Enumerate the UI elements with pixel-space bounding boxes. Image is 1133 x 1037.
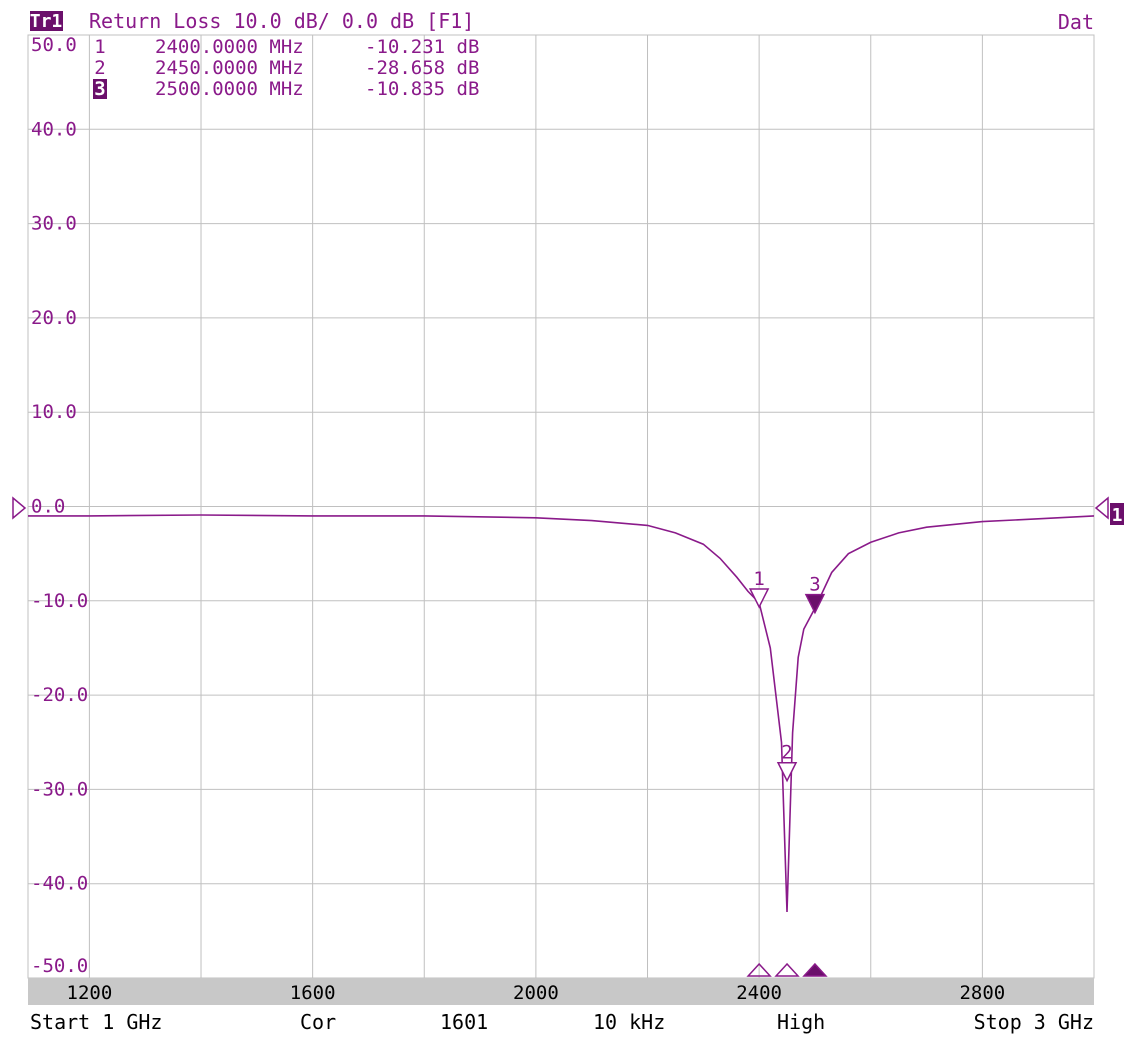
y-tick-label: -40.0	[31, 873, 88, 895]
marker-row-id: 1	[94, 36, 105, 58]
start-frequency[interactable]: Start 1 GHz	[30, 1010, 162, 1034]
x-axis-band	[28, 978, 1094, 1005]
marker-table: 1 2400.0000 MHz -10.231 dB 2 2450.0000 MHz -2…	[93, 36, 479, 100]
y-tick-label: 20.0	[31, 307, 77, 329]
correction-status[interactable]: Cor	[300, 1010, 336, 1034]
ref-left-arrow-icon	[12, 496, 27, 520]
y-axis-ticks: 50.0 40.0 30.0 20.0 10.0 0.0 -10.0 -20.0 -30.0 -4…	[31, 34, 88, 977]
ref-right-arrow-icon	[1094, 496, 1109, 520]
x-tick-label: 2800	[959, 982, 1005, 1004]
x-tick-label: 1200	[67, 982, 113, 1004]
ref-badge: 1	[1112, 505, 1123, 526]
marker-row-value: -28.658 dB	[365, 57, 479, 79]
y-tick-label: 40.0	[31, 118, 77, 140]
y-tick-label: 10.0	[31, 401, 77, 423]
x-tick-label: 2000	[513, 982, 559, 1004]
y-tick-label: -10.0	[31, 590, 88, 612]
trace-label[interactable]: Return Loss 10.0 dB/ 0.0 dB [F1]	[89, 9, 474, 33]
marker-3-triangle-icon[interactable]	[804, 593, 826, 615]
stop-frequency[interactable]: Stop 3 GHz	[974, 1010, 1094, 1034]
y-tick-label: 30.0	[31, 213, 77, 235]
marker-2-triangle-icon[interactable]	[776, 761, 798, 783]
marker-1-triangle-icon[interactable]	[748, 588, 770, 609]
data-indicator: Dat	[1058, 10, 1094, 34]
x-axis-ticks: 1200 1600 2000 2400 2800	[67, 982, 1006, 1004]
marker-row-frequency: 2400.0000 MHz	[155, 36, 304, 58]
ref-badge-bg	[1110, 503, 1124, 525]
if-bandwidth[interactable]: 10 kHz	[593, 1010, 665, 1034]
marker-2-label[interactable]: 2	[781, 742, 792, 764]
y-tick-label: 50.0	[31, 34, 77, 56]
marker-3-position-icon	[802, 962, 828, 977]
points-count[interactable]: 1601	[440, 1010, 488, 1034]
trace-badge[interactable]: Tr1	[30, 11, 63, 32]
marker-row-frequency: 2450.0000 MHz	[155, 57, 304, 79]
marker-2-position-icon	[774, 962, 800, 977]
y-tick-label: 0.0	[31, 496, 65, 518]
trace-line[interactable]	[28, 514, 1095, 913]
x-tick-label: 2400	[736, 982, 782, 1004]
marker-1-label[interactable]: 1	[753, 568, 764, 590]
y-tick-label: -50.0	[31, 955, 88, 977]
trace-badge-bg[interactable]	[30, 11, 63, 31]
marker-row-frequency: 2500.0000 MHz	[155, 78, 304, 100]
x-tick-label: 1600	[290, 982, 336, 1004]
power-level[interactable]: High	[777, 1010, 825, 1034]
marker-1-position-icon	[746, 962, 772, 977]
marker-row-value: -10.835 dB	[365, 78, 479, 100]
marker-3-label[interactable]: 3	[809, 574, 820, 596]
marker-row-id: 2	[94, 57, 105, 79]
grid	[28, 34, 1094, 979]
marker-row-id: 3	[94, 78, 105, 100]
y-tick-label: -20.0	[31, 684, 88, 706]
y-tick-label: -30.0	[31, 778, 88, 800]
marker-row-badge	[93, 79, 107, 99]
bottom-marker-indicators	[746, 962, 828, 977]
marker-row-value: -10.231 dB	[365, 36, 479, 58]
trace-markers[interactable]: 1 2 3	[748, 568, 826, 783]
